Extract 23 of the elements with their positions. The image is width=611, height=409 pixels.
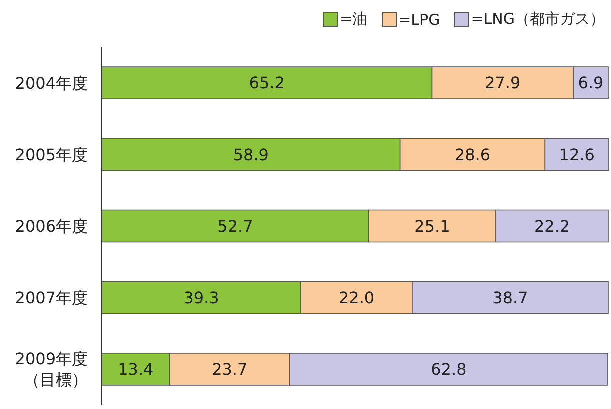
y-tick-label: 2009年度（目標） [15,350,88,390]
data-label: 58.9 [233,145,269,164]
data-label: 25.1 [414,216,450,236]
y-tick-label: 2007年度 [15,288,88,308]
y-tick-label: 2005年度 [15,145,88,164]
legend-label: =油 [340,10,368,29]
data-label: 6.9 [578,74,604,93]
data-label: 28.6 [454,145,491,164]
data-label: 22.2 [534,216,570,236]
data-label: 12.6 [559,145,595,164]
legend-label: =LPG [398,10,440,28]
data-label: 23.7 [212,360,248,380]
data-label: 62.8 [431,360,467,380]
data-label: 38.7 [492,288,528,308]
data-label: 22.0 [338,288,375,308]
data-label: 52.7 [218,216,254,236]
data-label: 13.4 [118,360,154,380]
data-label: 39.3 [184,288,220,308]
data-label: 65.2 [249,74,285,93]
y-tick-label: 2006年度 [15,217,88,236]
legend-label: =LNG（都市ガス） [471,10,605,29]
y-tick-label: 2004年度 [15,74,88,93]
data-label: 27.9 [485,74,521,93]
